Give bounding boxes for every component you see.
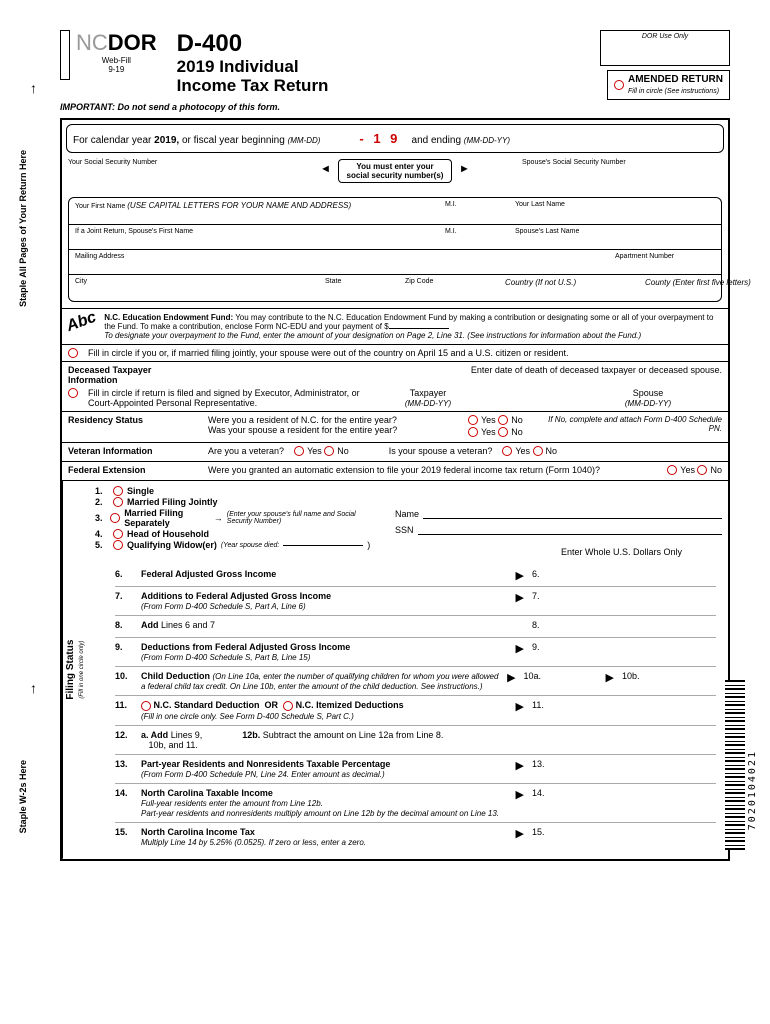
std-ded-radio[interactable] (141, 701, 151, 711)
barcode-number: 7020104021 (747, 750, 758, 830)
arrow-up-icon: ↑ (30, 680, 37, 696)
res-sp-yes[interactable] (468, 427, 478, 437)
res-sp-no[interactable] (498, 427, 508, 437)
fs-hoh[interactable] (113, 529, 123, 539)
important-note: IMPORTANT: Do not send a photocopy of th… (60, 102, 730, 112)
city-label: City (75, 278, 295, 287)
filing-status-block: Filing Status(Fill in one circle only) 1… (62, 480, 728, 859)
res-you-no[interactable] (498, 415, 508, 425)
income-lines: 6.Federal Adjusted Gross Income▶6. 7.Add… (95, 561, 722, 855)
out-of-country-row: Fill in circle if you or, if married fil… (62, 344, 728, 361)
apt-label: Apartment Number (615, 253, 715, 260)
webfill-label: Web-Fill9-19 (102, 56, 131, 74)
country-label: Country (If not U.S.) (505, 278, 615, 287)
res-you-yes[interactable] (468, 415, 478, 425)
title-block: D-400 2019 Individual Income Tax Return (177, 30, 580, 95)
last-name-label: Your Last Name (515, 201, 715, 210)
header: NCDOR Web-Fill9-19 D-400 2019 Individual… (60, 30, 730, 100)
ssn-must-note: You must enter your social security numb… (338, 159, 453, 183)
zip-label: Zip Code (405, 278, 475, 287)
amended-radio[interactable] (614, 80, 624, 90)
barcode (725, 680, 745, 850)
ssn-row: Your Social Security Number You must ent… (62, 157, 728, 197)
fs-qw[interactable] (113, 540, 123, 550)
spouse-ssn-label: Spouse's Social Security Number (522, 159, 722, 183)
spouse-last-label: Spouse's Last Name (515, 228, 715, 235)
staple-return-label: Staple All Pages of Your Return Here (18, 150, 28, 307)
name-address-box: Your First Name (USE CAPITAL LETTERS FOR… (68, 197, 722, 302)
residency-row: Residency Status Were you a resident of … (62, 411, 728, 442)
pencil-icon: Abc (64, 309, 102, 345)
mi-label: M.I. (445, 228, 485, 235)
form-body: For calendar year 2019, or fiscal year b… (60, 118, 730, 861)
logo-block: NCDOR Web-Fill9-19 (60, 30, 157, 80)
veteran-row: Veteran Information Are you a veteran? Y… (62, 442, 728, 461)
spouse-first-label: If a Joint Return, Spouse's First Name (75, 228, 415, 235)
form-code: D-400 (177, 30, 580, 58)
deceased-fill-text: Fill in circle if return is filed and si… (88, 388, 368, 408)
form-title: 2019 Individual Income Tax Return (177, 58, 580, 95)
edu-fund-section: Abc N.C. Education Endowment Fund: You m… (62, 308, 728, 344)
out-country-radio[interactable] (68, 348, 78, 358)
mailing-label: Mailing Address (75, 253, 585, 260)
county-label: County (Enter first five letters) (645, 278, 751, 287)
dollars-note: Enter Whole U.S. Dollars Only (395, 547, 722, 557)
vet-sp-yes[interactable] (502, 446, 512, 456)
vet-sp-no[interactable] (533, 446, 543, 456)
state-label: State (325, 278, 375, 287)
ncdor-logo: NCDOR (76, 30, 157, 56)
dor-use-box: DOR Use Only (600, 30, 730, 66)
amended-return-box[interactable]: AMENDED RETURNFill in circle (See instru… (607, 70, 730, 100)
ext-no[interactable] (697, 465, 707, 475)
deceased-radio[interactable] (68, 388, 78, 398)
arrow-up-icon: ↑ (30, 80, 37, 96)
calendar-year-row: For calendar year 2019, or fiscal year b… (66, 124, 724, 153)
deceased-header: Deceased Taxpayer Information Enter date… (62, 361, 728, 388)
vet-you-no[interactable] (324, 446, 334, 456)
your-ssn-label: Your Social Security Number (68, 159, 268, 183)
item-ded-radio[interactable] (283, 701, 293, 711)
fed-ext-row: Federal Extension Were you granted an au… (62, 461, 728, 480)
fs-mfs[interactable] (110, 513, 120, 523)
staple-box (60, 30, 70, 80)
vet-you-yes[interactable] (294, 446, 304, 456)
staple-w2-label: Staple W-2s Here (18, 760, 28, 833)
mi-label: M.I. (445, 201, 485, 210)
ext-yes[interactable] (667, 465, 677, 475)
first-name-label: Your First Name (75, 203, 125, 210)
fs-single[interactable] (113, 486, 123, 496)
fs-mfj[interactable] (113, 497, 123, 507)
